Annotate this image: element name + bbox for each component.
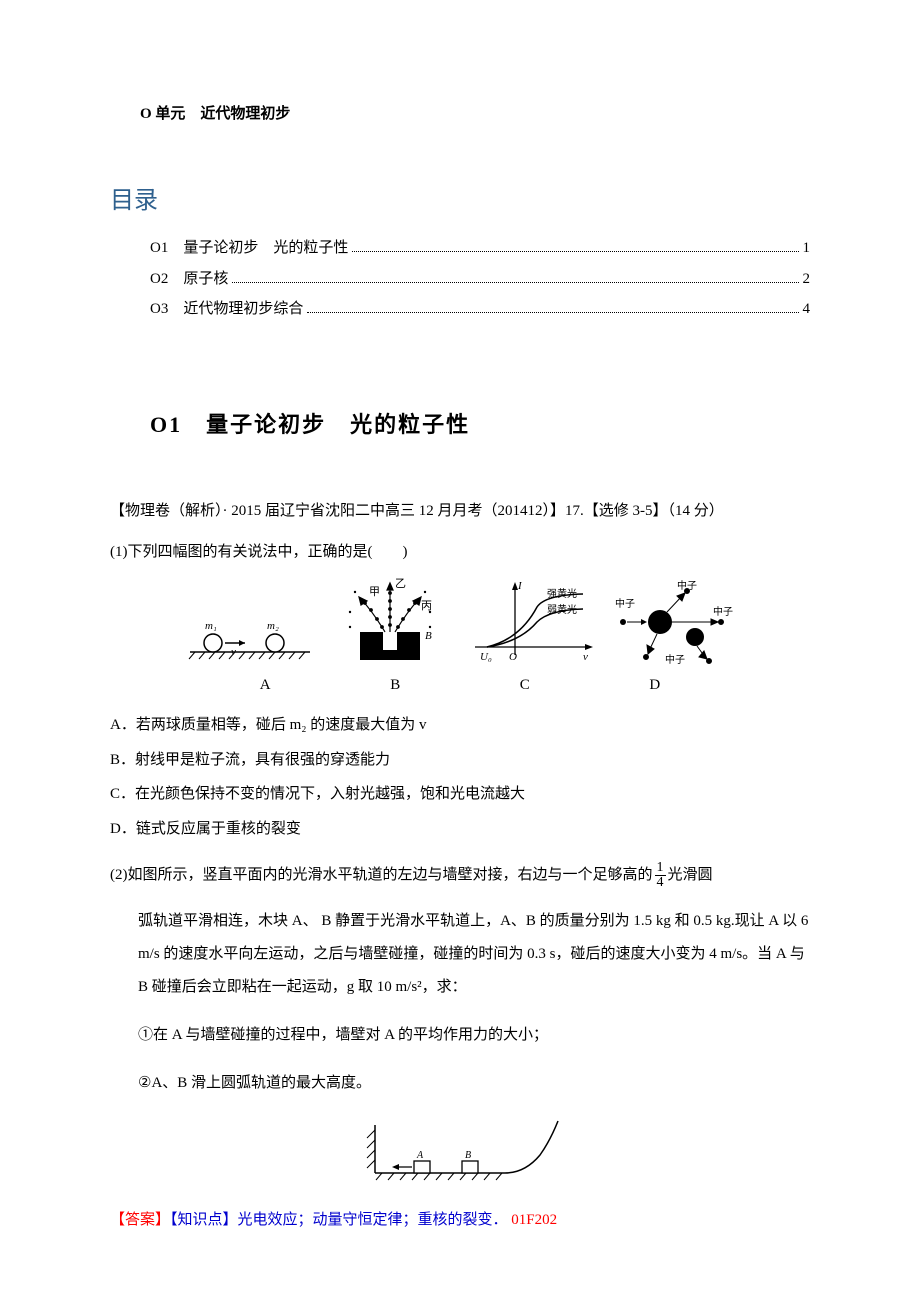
q1-stem: (1)下列四幅图的有关说法中，正确的是( ) xyxy=(110,538,810,567)
figure-a-svg: m₁ m₂ v xyxy=(185,597,315,667)
toc-dots xyxy=(232,268,798,283)
figure-d: 中子 中子 中子 中子 xyxy=(605,577,735,667)
svg-text:U₀: U₀ xyxy=(480,651,492,663)
figure-d-svg: 中子 中子 中子 中子 xyxy=(605,577,735,667)
q1-options: A．若两球质量相等，碰后 m₂ 的速度最大值为 v B．射线甲是粒子流，具有很强… xyxy=(110,711,810,843)
toc-item[interactable]: O1 量子论初步 光的粒子性 1 xyxy=(150,234,810,263)
svg-text:v: v xyxy=(231,646,236,658)
toc-item[interactable]: O2 原子核 2 xyxy=(150,265,810,294)
q2-lead: (2)如图所示，竖直平面内的光滑水平轨道的左边与墙壁对接，右边与一个足够高的14… xyxy=(110,861,810,890)
figure-c: I 强黄光 弱黄光 U₀ O v xyxy=(465,577,595,667)
svg-text:中子: 中子 xyxy=(615,597,635,610)
toc-code: O3 xyxy=(150,295,183,324)
figure-a: m₁ m₂ v xyxy=(185,597,315,667)
figure-2-svg: A B xyxy=(350,1115,570,1185)
answer-tag: 【答案】 xyxy=(110,1212,170,1228)
fraction-1-4: 14 xyxy=(655,861,666,890)
q2: (2)如图所示，竖直平面内的光滑水平轨道的左边与墙壁对接，右边与一个足够高的14… xyxy=(110,861,810,1100)
fig-label-a: A xyxy=(260,671,271,700)
toc-page: 1 xyxy=(803,234,811,263)
toc-dots xyxy=(307,299,798,314)
svg-text:甲: 甲 xyxy=(369,586,380,598)
fig-label-d: D xyxy=(649,671,660,700)
svg-text:I: I xyxy=(517,580,523,592)
toc-page: 2 xyxy=(803,265,811,294)
svg-text:A: A xyxy=(416,1150,424,1161)
figure-c-svg: I 强黄光 弱黄光 U₀ O v xyxy=(465,577,595,667)
unit-title: O 单元 近代物理初步 xyxy=(110,100,810,129)
knowledge-points: 【知识点】光电效应；动量守恒定律；重核的裂变． xyxy=(170,1212,508,1228)
svg-text:O: O xyxy=(509,651,517,663)
option-c: C．在光颜色保持不变的情况下，入射光越强，饱和光电流越大 xyxy=(110,780,810,809)
svg-text:弱黄光: 弱黄光 xyxy=(547,603,577,616)
figure-labels: A B C D xyxy=(200,671,720,700)
toc-code: O2 xyxy=(150,265,183,294)
svg-text:乙: 乙 xyxy=(395,577,406,590)
figure-row: m₁ m₂ v xyxy=(110,577,810,667)
svg-text:B: B xyxy=(425,630,432,642)
option-b: B．射线甲是粒子流，具有很强的穿透能力 xyxy=(110,746,810,775)
toc-dots xyxy=(352,238,798,253)
toc: O1 量子论初步 光的粒子性 1 O2 原子核 2 O3 近代物理初步综合 4 xyxy=(110,234,810,324)
section-heading: O1 量子论初步 光的粒子性 xyxy=(150,404,810,446)
svg-text:中子: 中子 xyxy=(677,579,697,592)
toc-item[interactable]: O3 近代物理初步综合 4 xyxy=(150,295,810,324)
fig-label-c: C xyxy=(520,671,530,700)
option-a: A．若两球质量相等，碰后 m₂ 的速度最大值为 v xyxy=(110,711,810,740)
fig-label-b: B xyxy=(390,671,400,700)
svg-text:m₁: m₁ xyxy=(205,620,217,632)
toc-page: 4 xyxy=(803,295,811,324)
svg-text:B: B xyxy=(465,1150,471,1161)
figure-b: 甲 乙 丙 B xyxy=(325,577,455,667)
svg-text:v: v xyxy=(583,651,588,663)
q2-sub1: ①在 A 与墙壁碰撞的过程中，墙壁对 A 的平均作用力的大小； xyxy=(138,1019,810,1052)
answer-line: 【答案】【知识点】光电效应；动量守恒定律；重核的裂变． 01F202 xyxy=(110,1206,810,1235)
toc-label: 原子核 xyxy=(183,265,228,294)
toc-heading: 目录 xyxy=(110,179,810,225)
toc-label: 量子论初步 光的粒子性 xyxy=(183,234,348,263)
question-source: 【物理卷（解析）· 2015 届辽宁省沈阳二中高三 12 月月考（201412）… xyxy=(110,495,810,528)
section-title: 量子论初步 光的粒子性 xyxy=(206,412,470,437)
toc-code: O1 xyxy=(150,234,183,263)
toc-label: 近代物理初步综合 xyxy=(183,295,303,324)
option-d: D．链式反应属于重核的裂变 xyxy=(110,815,810,844)
q2-body: 弧轨道平滑相连，木块 A、 B 静置于光滑水平轨道上，A、B 的质量分别为 1.… xyxy=(138,905,810,1004)
svg-text:m₂: m₂ xyxy=(267,620,279,632)
section-code: O1 xyxy=(150,412,182,437)
figure-b-svg: 甲 乙 丙 B xyxy=(325,577,455,667)
svg-text:丙: 丙 xyxy=(421,600,432,612)
svg-text:中子: 中子 xyxy=(713,605,733,618)
q2-sub2: ②A、B 滑上圆弧轨道的最大高度。 xyxy=(138,1067,810,1100)
answer-code: 01F202 xyxy=(508,1212,558,1228)
svg-text:中子: 中子 xyxy=(665,653,685,666)
figure-2: A B xyxy=(110,1115,810,1196)
svg-text:强黄光: 强黄光 xyxy=(547,587,577,600)
